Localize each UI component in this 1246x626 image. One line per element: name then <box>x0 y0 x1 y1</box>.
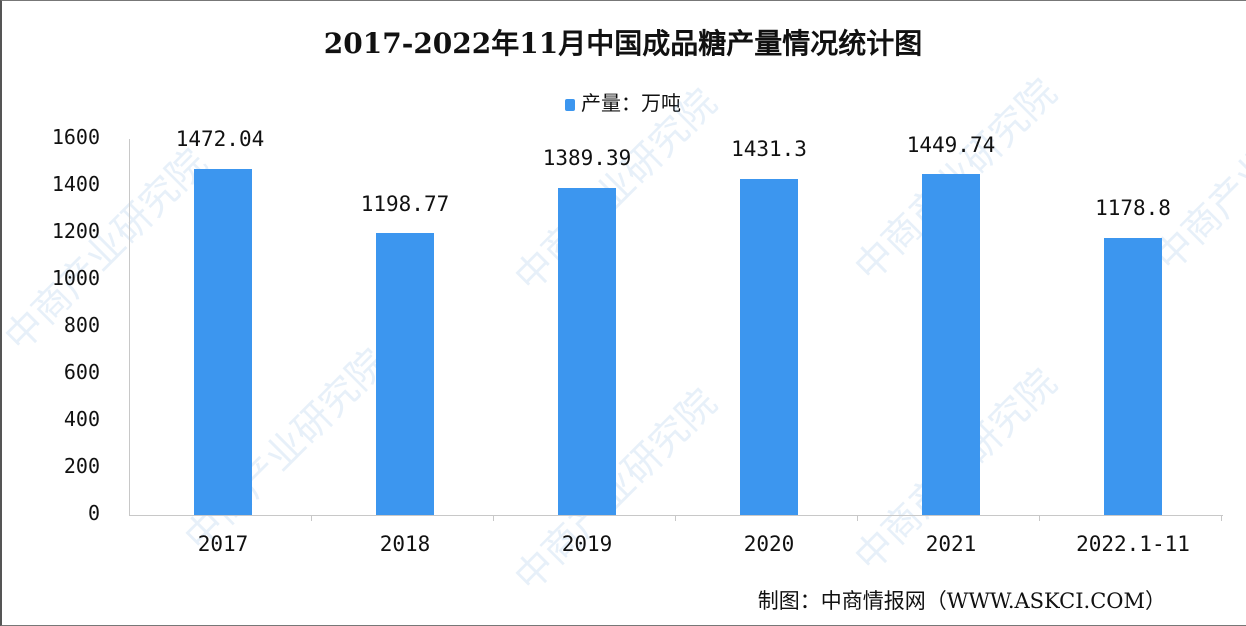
x-tick-mark <box>857 515 858 521</box>
bar-value-label: 1178.8 <box>1095 196 1171 220</box>
bar-2022 <box>1104 238 1162 515</box>
y-tick: 0 <box>87 501 100 525</box>
x-tick-label: 2017 <box>197 532 249 556</box>
x-tick-mark <box>493 515 494 521</box>
x-tick-mark <box>1221 515 1222 521</box>
x-tick-mark <box>311 515 312 521</box>
bar-2018 <box>376 233 434 515</box>
bar-value-label: 1431.3 <box>731 137 807 161</box>
bar-value-label: 1449.74 <box>906 133 996 157</box>
source-credit: 制图：中商情报网（WWW.ASKCI.COM） <box>757 589 1166 613</box>
legend-swatch-icon <box>565 98 575 111</box>
x-tick-mark <box>1039 515 1040 521</box>
legend: 产量：万吨 <box>0 87 1246 116</box>
bar-value-label: 1389.39 <box>542 146 632 170</box>
legend-label: 产量：万吨 <box>581 91 681 115</box>
bar-2017 <box>194 169 252 515</box>
y-tick: 1600 <box>51 125 100 149</box>
x-tick-label: 2018 <box>379 532 431 556</box>
bar-value-label: 1198.77 <box>360 192 450 216</box>
y-tick: 1200 <box>51 219 100 243</box>
x-tick-label: 2022.1-11 <box>1076 532 1190 556</box>
y-tick: 600 <box>63 360 100 384</box>
y-tick: 1000 <box>51 266 100 290</box>
x-tick-label: 2019 <box>561 532 613 556</box>
bar-value-label: 1472.04 <box>175 127 265 151</box>
x-axis <box>129 515 1223 516</box>
bar-2020 <box>740 179 798 515</box>
x-tick-label: 2020 <box>743 532 795 556</box>
y-axis <box>129 139 130 516</box>
y-tick: 200 <box>63 454 100 478</box>
y-tick: 1400 <box>51 172 100 196</box>
y-tick: 400 <box>63 407 100 431</box>
y-tick: 800 <box>63 313 100 337</box>
x-tick-mark <box>675 515 676 521</box>
chart-title: 2017-2022年11月中国成品糖产量情况统计图 <box>323 27 923 60</box>
bar-2021 <box>922 174 980 515</box>
x-tick-label: 2021 <box>925 532 977 556</box>
bar-2019 <box>558 188 616 515</box>
